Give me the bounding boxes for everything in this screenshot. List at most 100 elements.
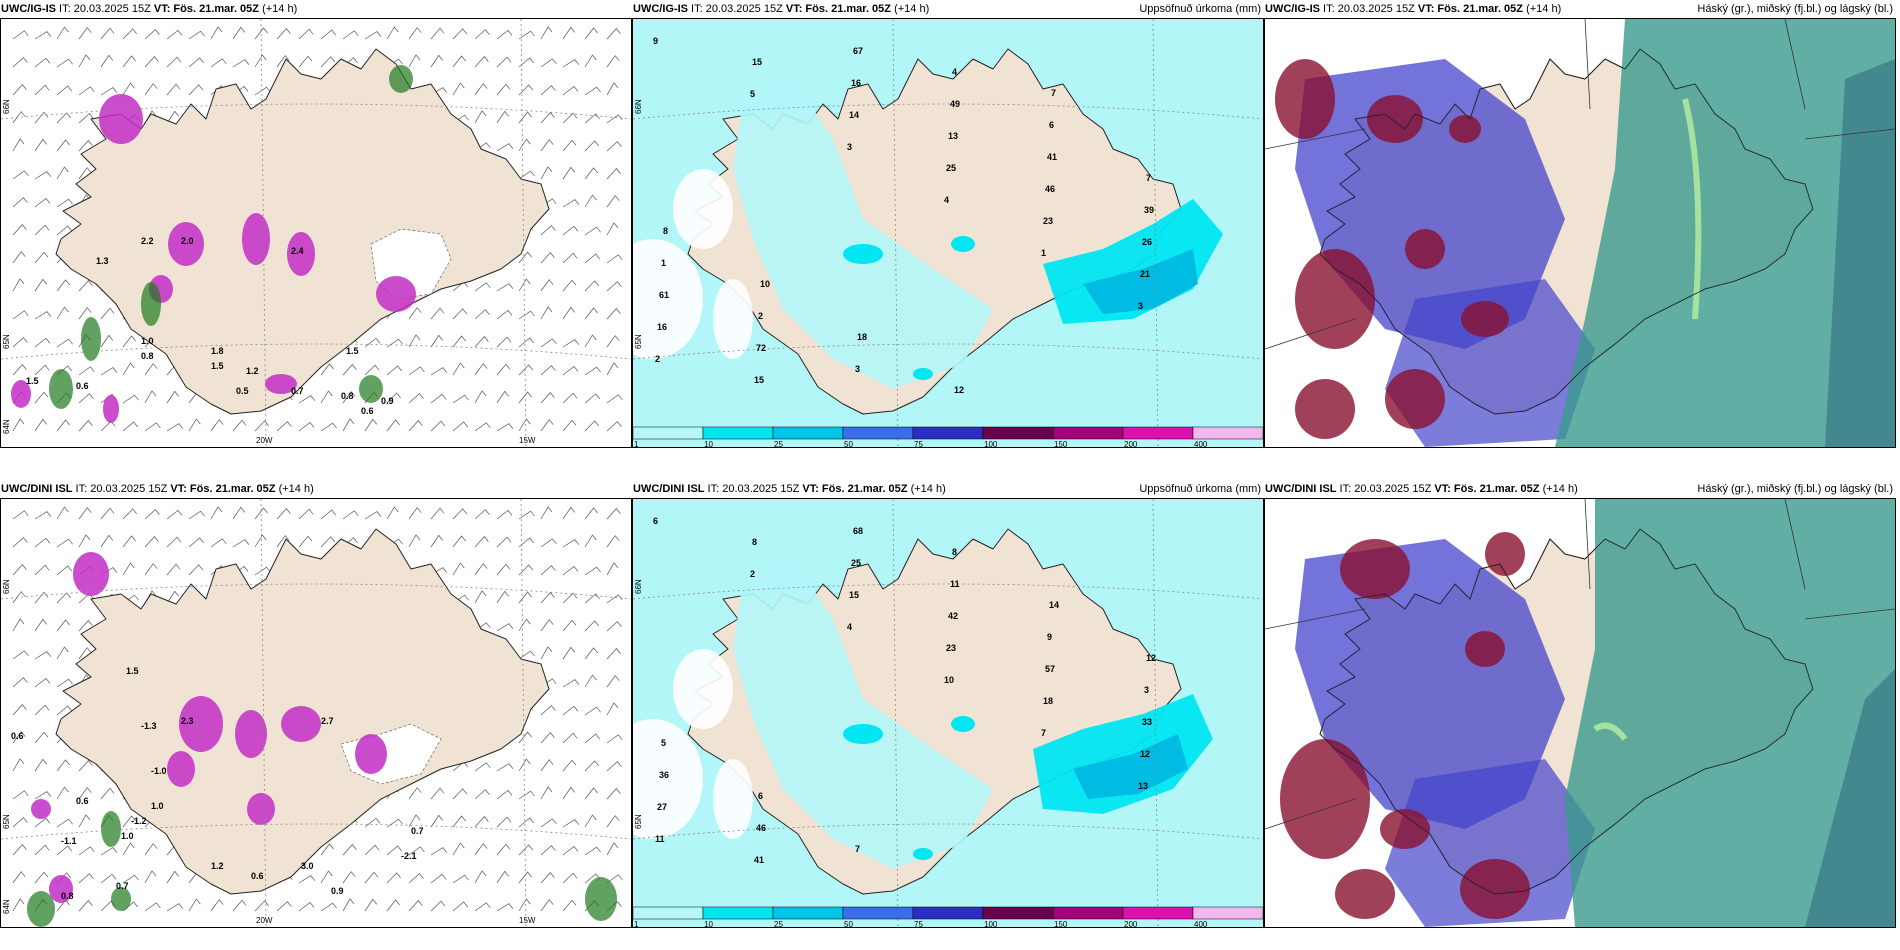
wind-barb (562, 112, 578, 124)
wind-barb (562, 619, 577, 632)
wind-barb (518, 650, 535, 660)
wind-barb (496, 363, 511, 376)
wind-barb (562, 705, 579, 716)
wind-barb (474, 902, 491, 912)
wind-barb (56, 506, 69, 520)
wind-barb (56, 225, 72, 236)
wind-barb (496, 110, 510, 124)
wind-barb (78, 393, 94, 404)
precip-cell (31, 799, 51, 819)
latitude-label: 66N (2, 579, 11, 594)
wind-barb (342, 510, 359, 520)
value-label: 9 (653, 36, 658, 46)
wind-barb (320, 56, 335, 68)
wind-barb (540, 759, 554, 772)
wind-barb (452, 28, 467, 40)
wind-barb (474, 536, 489, 548)
wind-barb (496, 623, 514, 632)
colorbar-swatch (702, 426, 774, 440)
model-name: UWC/DINI ISL (1, 483, 73, 495)
wind-barb (584, 566, 601, 576)
wind-barb (496, 903, 514, 912)
wind-barb (408, 54, 421, 68)
colorbar-tick: 25 (774, 440, 783, 447)
precip-cell (242, 213, 270, 265)
wind-barb (56, 619, 70, 632)
value-label: 61 (659, 290, 669, 300)
precip-cell (287, 232, 315, 276)
precip-cell (951, 716, 975, 732)
value-label: 16 (851, 78, 861, 88)
wind-barb (540, 252, 555, 264)
wind-barb (408, 900, 423, 912)
wind-barb (100, 847, 118, 856)
precip-cell (73, 552, 109, 596)
wind-barb (34, 418, 48, 432)
latitude-line (633, 343, 1263, 360)
wind-barb (342, 30, 359, 40)
wind-barb (12, 418, 25, 432)
wind-barb (320, 870, 333, 884)
value-label: 0.6 (11, 731, 24, 741)
wind-barb (606, 281, 622, 292)
wind-barb (144, 563, 158, 576)
green-precip-cell (359, 375, 383, 403)
lead-time: (+14 h) (1539, 483, 1578, 495)
value-label: 1.8 (211, 346, 224, 356)
wind-barb (122, 508, 137, 520)
wind-barb (496, 870, 510, 884)
value-label: -1.1 (61, 836, 77, 846)
low-cloud-cell (1280, 739, 1370, 859)
value-label: 0.8 (341, 391, 354, 401)
wind-barb (518, 391, 532, 404)
wind-barb (606, 308, 621, 320)
colorbar-tick: 1 (634, 920, 639, 927)
colorbar-tick: 75 (914, 920, 923, 927)
green-precip-cell (81, 317, 101, 361)
value-label: 9 (1047, 632, 1052, 642)
value-labels: 1.3 2.2 2.0 2.4 1.5 0.6 1.0 1.8 0.8 1.5 1.2 0.5 0.7 0… (26, 236, 394, 416)
longitude-line (520, 19, 527, 447)
wind-barb (298, 55, 313, 68)
colorbar-swatch (772, 426, 844, 440)
wind-barb (430, 367, 448, 376)
longitude-line (1152, 19, 1159, 447)
wind-barb (386, 872, 401, 884)
wind-barb (606, 675, 620, 688)
wind-barb (584, 534, 597, 548)
wind-barb (540, 26, 553, 40)
precip-cell (247, 793, 275, 825)
iceland-coastline-overlay (1319, 528, 1814, 895)
value-label: 41 (754, 855, 764, 865)
wind-barb (12, 758, 25, 772)
longitude-line (260, 499, 267, 927)
wind-barb (78, 280, 93, 292)
latitude-label: 65N (634, 334, 643, 349)
wind-barb (144, 390, 157, 404)
value-label: 12 (1140, 749, 1150, 759)
value-label: 23 (1043, 216, 1053, 226)
wind-barb (100, 873, 117, 884)
wind-barb (78, 900, 93, 912)
low-cloud-cell (1295, 379, 1355, 439)
wind-barb (430, 507, 445, 520)
wind-barb (540, 225, 556, 236)
wind-barb (100, 367, 118, 376)
wind-barb (122, 335, 136, 348)
wind-barb (496, 509, 513, 520)
wind-barb (584, 334, 597, 348)
value-label: 11 (655, 834, 665, 844)
longitude-label: 15W (519, 916, 536, 925)
wind-barb (584, 280, 599, 292)
valid-time: VT: Fös. 21.mar. 05Z (785, 3, 892, 15)
wind-barb (78, 140, 93, 152)
dry-area (633, 239, 703, 359)
value-label: 0.6 (361, 406, 374, 416)
wind-barb (584, 846, 601, 856)
wind-barb (474, 29, 490, 40)
value-label: 3 (1138, 301, 1143, 311)
value-label: 36 (659, 770, 669, 780)
lead-time: (+14 h) (891, 3, 930, 15)
wind-barb (562, 872, 578, 884)
lead-time: (+14 h) (259, 3, 298, 15)
